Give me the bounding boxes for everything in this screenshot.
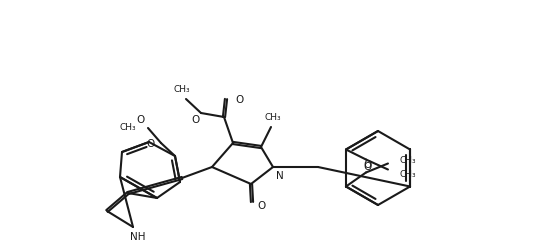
Text: N: N [276,171,284,181]
Text: CH₃: CH₃ [265,112,281,122]
Text: NH: NH [130,232,146,242]
Text: CH₃: CH₃ [174,86,190,94]
Text: CH₃: CH₃ [119,123,136,132]
Text: O: O [147,139,155,149]
Text: CH₃: CH₃ [400,170,416,179]
Text: O: O [364,163,372,172]
Text: O: O [258,201,266,211]
Text: O: O [364,159,372,169]
Text: CH₃: CH₃ [400,156,416,165]
Text: O: O [235,95,243,105]
Text: O: O [192,115,200,125]
Text: O: O [137,115,145,125]
